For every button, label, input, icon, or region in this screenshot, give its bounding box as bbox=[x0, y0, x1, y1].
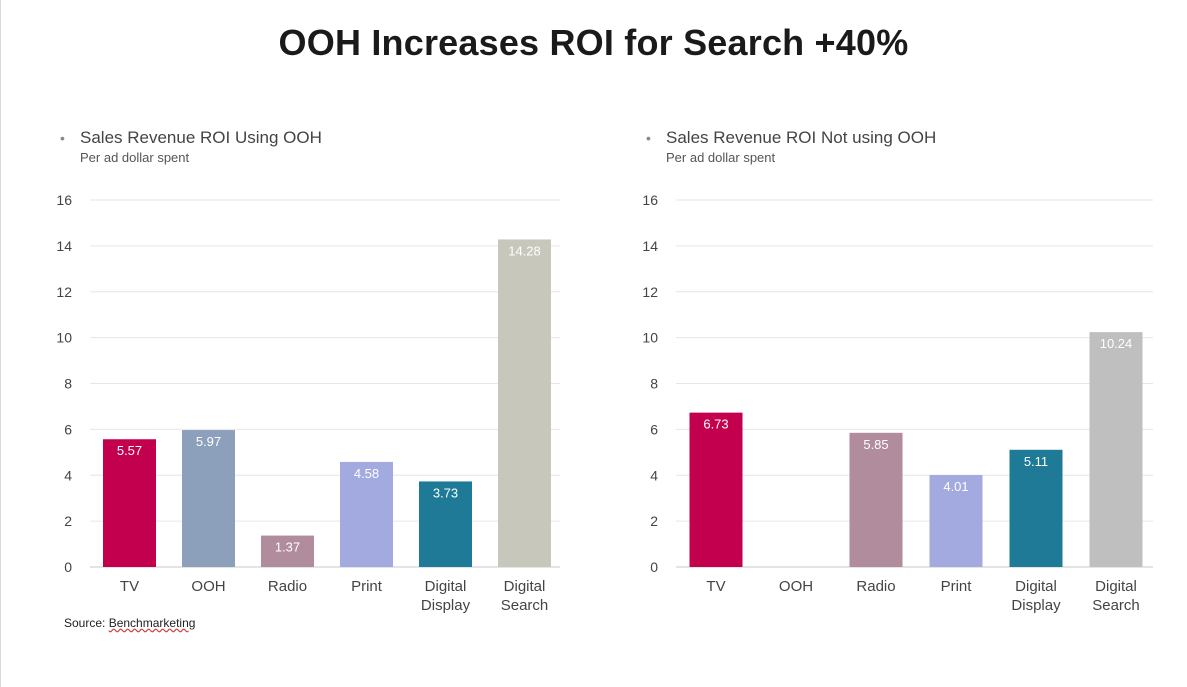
bar bbox=[419, 481, 472, 567]
x-tick-label: Print bbox=[351, 578, 383, 595]
data-label: 5.11 bbox=[1024, 454, 1048, 469]
source-prefix: Source: bbox=[64, 616, 109, 630]
bar bbox=[182, 430, 235, 567]
source-note: Source: Benchmarketing bbox=[64, 616, 195, 630]
x-tick-label: Radio bbox=[268, 578, 307, 595]
y-tick-label: 10 bbox=[642, 330, 658, 346]
bar bbox=[1009, 449, 1063, 567]
x-tick-label: Search bbox=[501, 597, 549, 614]
x-tick-label: TV bbox=[120, 578, 139, 595]
x-tick-label: Display bbox=[1011, 597, 1061, 614]
bar bbox=[849, 432, 903, 567]
bar bbox=[929, 475, 983, 567]
data-label: 4.58 bbox=[354, 466, 379, 481]
y-tick-label: 0 bbox=[650, 559, 658, 575]
y-tick-label: 14 bbox=[56, 238, 72, 254]
y-tick-label: 6 bbox=[64, 421, 72, 437]
x-tick-label: Display bbox=[421, 597, 471, 614]
y-tick-label: 0 bbox=[64, 559, 72, 575]
y-tick-label: 2 bbox=[650, 513, 658, 529]
x-tick-label: Digital bbox=[1015, 578, 1057, 595]
bar bbox=[261, 535, 314, 567]
data-label: 5.85 bbox=[863, 437, 888, 452]
data-label: 14.28 bbox=[508, 243, 541, 258]
chart-not-using-ooh: 0 2 4 6 8 10 12 14 16 6.73 TV OOH 5.85 Radio 4.01 Print… bbox=[642, 192, 1153, 614]
y-tick-label: 6 bbox=[650, 421, 658, 437]
chart-title: Sales Revenue ROI Using OOH bbox=[80, 128, 322, 147]
source-link[interactable]: Benchmarketing bbox=[108, 616, 196, 630]
data-label: 4.01 bbox=[943, 479, 968, 494]
x-tick-label: Digital bbox=[425, 578, 467, 595]
y-tick-label: 2 bbox=[64, 513, 72, 529]
y-tick-label: 10 bbox=[56, 330, 72, 346]
x-tick-label: Print bbox=[941, 578, 973, 595]
x-tick-label: Search bbox=[1092, 597, 1140, 614]
data-label: 5.97 bbox=[196, 434, 221, 449]
bar bbox=[498, 239, 551, 567]
y-tick-label: 12 bbox=[642, 284, 658, 300]
bar bbox=[340, 461, 393, 567]
bullet-icon: • bbox=[60, 130, 65, 146]
page-title: OOH Increases ROI for Search +40% bbox=[278, 22, 909, 63]
x-tick-label: Digital bbox=[504, 578, 546, 595]
y-tick-label: 8 bbox=[64, 376, 72, 392]
chart-subtitle: Per ad dollar spent bbox=[666, 150, 776, 165]
data-label: 3.73 bbox=[433, 485, 458, 500]
y-tick-label: 4 bbox=[64, 467, 72, 483]
data-label: 5.57 bbox=[117, 443, 142, 458]
chart-title: Sales Revenue ROI Not using OOH bbox=[666, 128, 937, 147]
bar bbox=[103, 439, 156, 567]
y-tick-label: 14 bbox=[642, 238, 658, 254]
bar bbox=[689, 412, 743, 567]
chart-using-ooh: 0 2 4 6 8 10 12 14 16 5.57 TV 5.97 OOH 1.37 Radio 4.58 P… bbox=[56, 192, 560, 614]
chart-subtitle: Per ad dollar spent bbox=[80, 150, 190, 165]
y-tick-label: 16 bbox=[642, 192, 658, 208]
data-label: 1.37 bbox=[275, 540, 300, 555]
x-tick-label: Digital bbox=[1095, 578, 1137, 595]
x-tick-label: Radio bbox=[856, 578, 895, 595]
y-tick-label: 4 bbox=[650, 467, 658, 483]
y-tick-label: 8 bbox=[650, 376, 658, 392]
bar bbox=[1089, 332, 1143, 567]
x-tick-label: TV bbox=[706, 578, 725, 595]
y-tick-label: 16 bbox=[56, 192, 72, 208]
slide-border bbox=[0, 0, 1, 687]
data-label: 6.73 bbox=[703, 417, 728, 432]
x-tick-label: OOH bbox=[779, 578, 813, 595]
bullet-icon: • bbox=[646, 130, 651, 146]
y-tick-label: 12 bbox=[56, 284, 72, 300]
x-tick-label: OOH bbox=[191, 578, 225, 595]
data-label: 10.24 bbox=[1100, 336, 1133, 351]
